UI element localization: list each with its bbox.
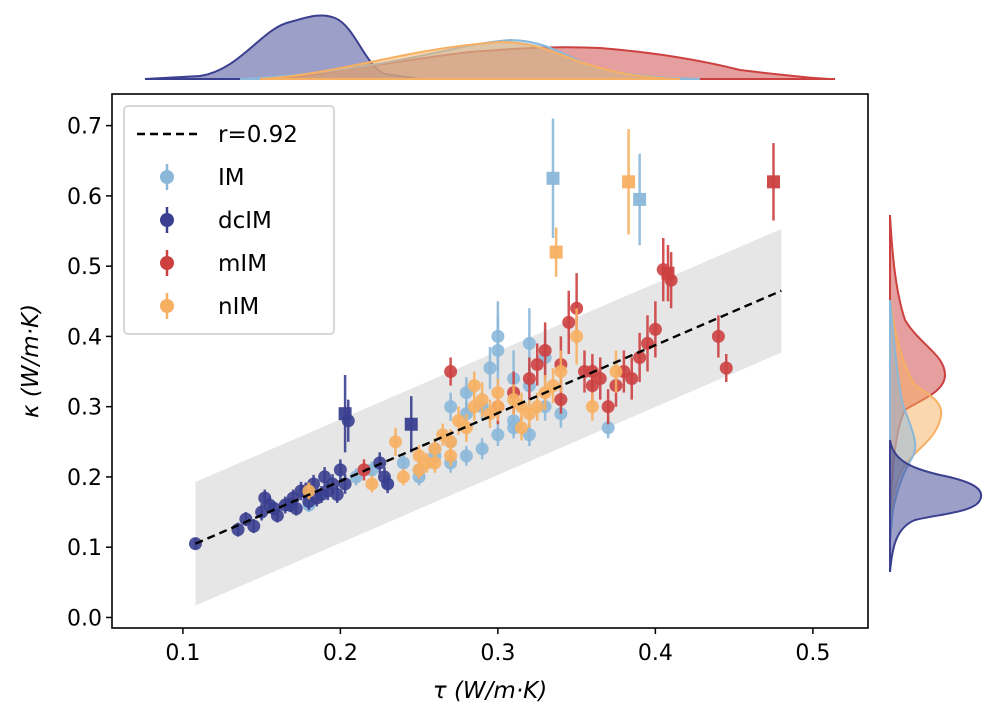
data-point <box>467 379 481 393</box>
legend: r=0.92 IM dcIM mIM nIM <box>123 105 335 335</box>
data-point-square <box>622 175 636 189</box>
data-point-square <box>661 266 675 280</box>
data-point <box>381 477 395 491</box>
data-point <box>396 456 410 470</box>
y-tick-label: 0.4 <box>67 325 102 350</box>
data-point <box>538 343 552 357</box>
data-point <box>601 400 615 414</box>
data-point <box>475 393 489 407</box>
kde-right-dcIM <box>889 439 983 573</box>
kde-top-dcIM <box>144 14 421 80</box>
data-point <box>444 400 458 414</box>
data-point <box>267 502 281 516</box>
y-tick-label: 0.5 <box>67 255 102 280</box>
y-tick-label: 0.3 <box>67 396 102 421</box>
x-tick-label: 0.5 <box>795 641 830 666</box>
data-point <box>633 350 647 364</box>
data-point <box>530 400 544 414</box>
data-point <box>412 463 426 477</box>
data-point <box>483 361 497 375</box>
data-point <box>428 456 442 470</box>
legend-label-fit: r=0.92 <box>218 122 298 148</box>
x-tick-label: 0.1 <box>165 641 200 666</box>
data-point-square <box>633 192 647 206</box>
main-plot: 0.1 0.2 0.3 0.4 0.5 0.0 0.1 0.2 0.3 0.4 0.5 0.6 0.7 <box>67 93 869 666</box>
data-point-square <box>338 407 352 421</box>
plot-frame <box>111 93 869 629</box>
data-point <box>330 488 344 501</box>
data-point <box>389 435 402 449</box>
x-axis-label: τ (W/m·K) <box>433 678 547 704</box>
data-point <box>522 336 536 350</box>
data-point <box>641 336 654 350</box>
data-point <box>601 421 615 435</box>
x-tick-label: 0.3 <box>480 641 515 666</box>
top-marginal-kde <box>144 14 836 80</box>
legend-nIM-marker <box>160 299 174 313</box>
data-point <box>554 393 568 407</box>
legend-label-IM: IM <box>218 165 245 191</box>
data-point <box>491 428 505 442</box>
data-point <box>491 386 505 400</box>
data-point <box>609 365 623 379</box>
y-tick-label: 0.6 <box>67 185 102 210</box>
legend-label-nIM: nIM <box>218 294 259 320</box>
data-point <box>585 400 599 414</box>
fit-line <box>194 289 782 545</box>
data-point-square <box>546 171 560 185</box>
data-point <box>247 519 261 533</box>
data-point-square <box>549 245 563 259</box>
data-point <box>459 421 473 435</box>
y-tick-label: 0.2 <box>67 466 102 491</box>
data-point <box>428 442 442 456</box>
data-point <box>522 372 536 386</box>
data-point <box>475 442 489 456</box>
legend-label-mIM: mIM <box>218 251 267 277</box>
data-point <box>333 463 347 477</box>
data-point-square <box>404 417 418 431</box>
y-axis-ticks: 0.0 0.1 0.2 0.3 0.4 0.5 0.6 0.7 <box>67 115 112 631</box>
data-point <box>396 470 410 484</box>
legend-frame <box>123 105 335 335</box>
legend-label-dcIM: dcIM <box>218 208 272 234</box>
data-point <box>515 421 528 435</box>
data-point <box>302 484 316 498</box>
data-point <box>365 477 379 491</box>
data-point <box>719 361 733 375</box>
y-tick-label: 0.1 <box>67 536 102 561</box>
data-point <box>554 365 568 379</box>
y-axis-label: κ (W/m·K) <box>18 304 44 418</box>
legend-dcIM-marker <box>160 213 174 227</box>
y-tick-label: 0.7 <box>67 115 102 140</box>
legend-IM-marker <box>160 170 174 184</box>
kde-top-nIM <box>259 40 681 80</box>
y-tick-label: 0.0 <box>67 606 102 631</box>
right-marginal-kde <box>889 214 983 573</box>
data-point <box>444 449 458 463</box>
legend-mIM-marker <box>160 256 174 270</box>
data-point <box>562 315 576 329</box>
data-point <box>491 329 505 343</box>
data-point <box>648 322 662 336</box>
x-tick-label: 0.4 <box>638 641 673 666</box>
data-point-square <box>767 175 780 189</box>
data-point <box>444 365 458 379</box>
data-point <box>711 329 725 343</box>
x-tick-label: 0.2 <box>323 641 358 666</box>
data-point <box>444 435 458 449</box>
data-point <box>530 358 544 372</box>
data-point <box>570 329 584 343</box>
data-point <box>459 449 473 463</box>
x-axis-ticks: 0.1 0.2 0.3 0.4 0.5 <box>165 628 830 666</box>
